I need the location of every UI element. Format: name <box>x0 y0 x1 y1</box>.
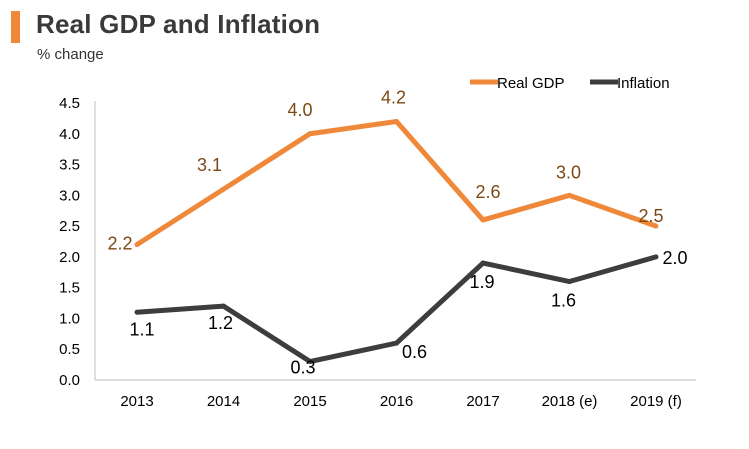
real-gdp-data-point <box>653 223 659 229</box>
y-tick-label: 1.0 <box>59 310 80 327</box>
y-tick-label: 1.5 <box>59 280 80 297</box>
real-gdp-data-label: 2.2 <box>107 234 132 254</box>
real-gdp-data-label: 4.2 <box>381 87 406 107</box>
inflation-data-point <box>134 309 140 315</box>
real-gdp-data-point <box>480 217 486 223</box>
real-gdp-data-label: 3.1 <box>197 155 222 175</box>
inflation-data-label: 2.0 <box>662 248 687 268</box>
real-gdp-data-label: 4.0 <box>287 100 312 120</box>
inflation-data-point <box>221 303 226 309</box>
real-gdp-data-point <box>221 186 226 192</box>
title-accent-bar <box>11 11 20 43</box>
inflation-data-label: 0.3 <box>290 358 315 378</box>
inflation-data-label: 0.6 <box>402 342 427 362</box>
real-gdp-series-line <box>135 118 657 247</box>
inflation-data-label: 1.6 <box>551 291 576 311</box>
y-tick-label: 2.5 <box>59 218 80 235</box>
x-tick-label: 2016 <box>380 393 413 410</box>
inflation-data-point <box>653 254 659 260</box>
inflation-data-label: 1.1 <box>129 319 154 339</box>
x-tick-label: 2019 (f) <box>630 393 682 410</box>
inflation-data-label: 1.2 <box>208 313 233 333</box>
x-tick-label: 2013 <box>120 393 153 410</box>
y-tick-label: 4.0 <box>59 126 80 143</box>
x-tick-label: 2017 <box>466 393 499 410</box>
real-gdp-data-label: 2.5 <box>638 206 663 226</box>
inflation-data-point <box>567 279 572 285</box>
chart-subtitle: % change <box>37 46 104 63</box>
x-tick-label: 2018 (e) <box>542 393 598 410</box>
y-tick-label: 3.0 <box>59 187 80 204</box>
inflation-data-point <box>394 340 399 346</box>
inflation-legend-label: Inflation <box>617 75 670 92</box>
real-gdp-data-point <box>307 131 313 137</box>
real-gdp-legend-label: Real GDP <box>497 75 565 92</box>
chart-title: Real GDP and Inflation <box>36 9 321 39</box>
y-tick-label: 3.5 <box>59 157 80 174</box>
y-tick-label: 2.0 <box>59 249 80 266</box>
real-gdp-data-point <box>567 192 572 198</box>
real-gdp-data-label: 2.6 <box>475 182 500 202</box>
real-gdp-data-point <box>394 118 399 124</box>
inflation-data-point <box>480 260 486 266</box>
inflation-data-point <box>307 359 313 365</box>
x-tick-label: 2015 <box>293 393 326 410</box>
inflation-data-label: 1.9 <box>469 272 494 292</box>
y-tick-label: 0.5 <box>59 341 80 358</box>
x-tick-label: 2014 <box>207 393 240 410</box>
inflation-series-line <box>136 254 657 365</box>
real-gdp-data-label: 3.0 <box>556 162 581 182</box>
real-gdp-data-point <box>134 242 140 248</box>
y-tick-label: 0.0 <box>59 372 80 389</box>
y-tick-label: 4.5 <box>59 95 80 112</box>
